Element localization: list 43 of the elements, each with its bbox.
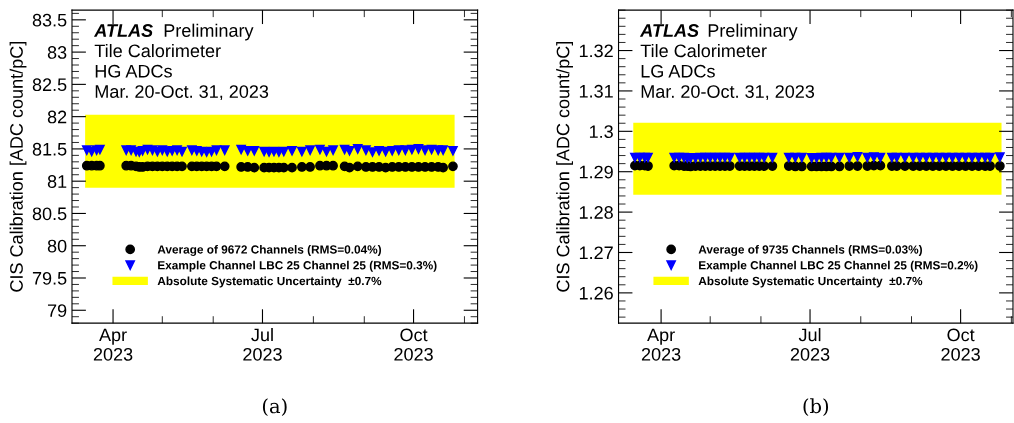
annotation: Mar. 20-Oct. 31, 2023 [95, 85, 269, 101]
annotation: Preliminary [708, 23, 798, 41]
legend-label: Average of 9735 Channels (RMS=0.03%) [698, 244, 922, 257]
y-tick-label: 83 [47, 46, 67, 59]
y-tick-label: 1.27 [579, 246, 613, 260]
annotation: Preliminary [164, 23, 254, 41]
x-tick-label: Oct 2023 [394, 328, 433, 361]
legend-label: Example Channel LBC 25 Channel 25 (RMS=0.2%) [699, 260, 978, 272]
annotation: LG ADCs [641, 64, 715, 78]
y-axis-title: CIS Calibration [ADC count/pC] [556, 42, 573, 292]
annotation: Tile Calorimeter [94, 43, 221, 58]
y-tick-label: 82 [47, 110, 67, 124]
x-tick-label: Apr 2023 [93, 328, 133, 361]
y-axis-title: CIS Calibration [ADC count/pC] [9, 42, 27, 292]
y-tick-label: 80.5 [32, 207, 67, 221]
y-tick-label: 79.5 [32, 271, 67, 285]
annotation: Mar. 20-Oct. 31, 2023 [641, 85, 815, 101]
y-tick-label: 1.31 [579, 84, 613, 98]
annotation: ATLAS [639, 24, 699, 37]
y-tick-label: 1.32 [579, 44, 613, 58]
y-tick-label: 1.26 [579, 286, 613, 300]
annotation: ATLAS [93, 24, 153, 37]
annotation: HG ADCs [95, 64, 172, 78]
y-tick-label: 83.5 [32, 13, 67, 27]
y-tick-label: 1.3 [589, 125, 613, 139]
y-tick-label: 79 [47, 304, 67, 317]
legend-label: Absolute Systematic Uncertainty ±0.7% [157, 276, 382, 288]
y-tick-label: 80 [47, 239, 67, 253]
x-tick-label: Apr 2023 [641, 328, 681, 361]
y-tick-label: 1.29 [579, 165, 613, 179]
text: (a) [262, 398, 287, 417]
y-tick-label: 82.5 [32, 78, 67, 92]
text: (b) [803, 398, 829, 417]
x-tick-label: Jul 2023 [243, 328, 282, 361]
x-tick-label: Oct 2023 [941, 328, 980, 361]
y-tick-label: 81.5 [32, 142, 67, 156]
y-tick-label: 1.28 [579, 206, 613, 219]
legend-label: Example Channel LBC 25 Channel 25 (RMS=0.3%) [158, 260, 437, 272]
y-tick-label: 81 [47, 175, 67, 188]
x-tick-label: Jul 2023 [790, 328, 830, 361]
legend-label: Average of 9672 Channels (RMS=0.04%) [157, 244, 382, 257]
annotation: Tile Calorimeter [640, 43, 767, 58]
legend-label: Absolute Systematic Uncertainty ±0.7% [698, 276, 923, 288]
